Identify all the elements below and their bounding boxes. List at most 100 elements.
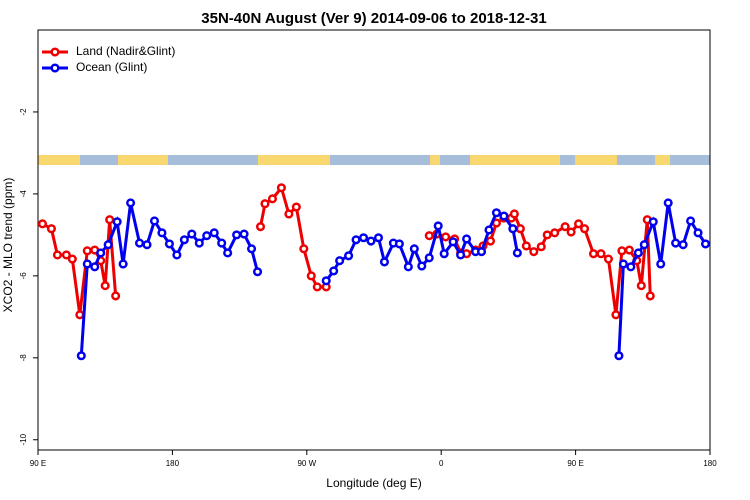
data-point xyxy=(624,245,634,255)
data-point xyxy=(424,253,434,263)
data-point xyxy=(335,256,345,266)
data-point xyxy=(164,239,174,249)
data-point xyxy=(187,229,197,239)
data-point xyxy=(542,230,552,240)
data-point xyxy=(633,248,643,258)
data-point xyxy=(75,310,85,320)
data-point xyxy=(366,236,376,246)
data-point xyxy=(580,224,590,234)
y-axis-label: XCO2 - MLO trend (ppm) xyxy=(1,178,15,313)
y-tick-label: -10 xyxy=(19,433,28,445)
y-tick-label: -2 xyxy=(19,108,28,116)
data-point xyxy=(118,259,128,269)
data-point xyxy=(574,219,584,229)
data-point xyxy=(306,271,316,281)
data-point xyxy=(603,254,614,264)
data-point xyxy=(439,249,449,259)
data-point xyxy=(485,236,496,246)
data-point xyxy=(499,211,509,221)
y-tick-label: -8 xyxy=(19,354,28,362)
data-point xyxy=(209,228,219,238)
series-line xyxy=(41,219,118,315)
data-point xyxy=(52,250,62,260)
data-point xyxy=(566,227,576,237)
data-point xyxy=(394,239,404,249)
y-tick-label: -4 xyxy=(19,190,28,198)
data-point xyxy=(678,240,688,250)
data-point xyxy=(560,222,570,232)
data-point xyxy=(252,267,263,277)
data-point xyxy=(617,246,627,256)
data-point xyxy=(46,224,56,234)
data-point xyxy=(260,199,270,209)
data-point xyxy=(409,244,419,254)
data-point xyxy=(67,254,77,264)
data-point xyxy=(142,240,152,250)
data-point xyxy=(456,250,466,260)
data-point xyxy=(239,229,249,239)
data-point xyxy=(491,208,502,218)
data-point xyxy=(611,310,621,320)
data-point xyxy=(636,281,646,291)
data-point xyxy=(223,248,233,258)
series-line xyxy=(617,202,707,356)
data-point xyxy=(321,276,331,286)
series-line xyxy=(428,210,652,315)
data-point xyxy=(663,198,673,208)
data-point xyxy=(700,239,711,249)
data-point xyxy=(462,234,472,244)
legend-marker xyxy=(50,63,60,73)
data-point xyxy=(639,240,649,250)
data-point xyxy=(536,242,546,252)
data-point xyxy=(329,266,339,276)
legend-label: Land (Nadir&Glint) xyxy=(76,44,175,58)
data-point xyxy=(267,194,278,204)
x-tick-label: 0 xyxy=(439,459,444,468)
plot-frame xyxy=(37,29,711,451)
data-point xyxy=(424,231,434,241)
data-point xyxy=(276,183,286,193)
data-point xyxy=(529,247,539,257)
x-tick-label: 180 xyxy=(703,459,717,468)
data-point xyxy=(403,262,413,272)
data-point xyxy=(172,250,182,260)
data-point xyxy=(111,291,121,301)
data-point xyxy=(512,248,522,258)
data-point xyxy=(105,215,115,225)
data-point xyxy=(588,249,599,259)
data-point xyxy=(417,261,427,271)
data-point xyxy=(90,262,100,272)
legend-marker xyxy=(50,47,60,57)
data-point xyxy=(686,216,696,226)
data-point xyxy=(255,222,266,232)
data-point xyxy=(232,230,242,240)
data-point xyxy=(373,233,384,243)
data-point xyxy=(103,240,113,250)
x-tick-label: 180 xyxy=(166,459,180,468)
data-point xyxy=(448,237,458,247)
chart-title: 35N-40N August (Ver 9) 2014-09-06 to 201… xyxy=(201,10,546,27)
legend-label: Ocean (Glint) xyxy=(76,60,147,74)
data-point xyxy=(521,241,531,251)
data-point xyxy=(82,246,92,256)
data-point xyxy=(648,217,658,227)
x-tick-label: 90 W xyxy=(297,459,316,468)
data-point xyxy=(358,233,369,243)
data-point xyxy=(671,238,681,248)
data-point xyxy=(134,238,145,248)
data-point xyxy=(441,232,451,242)
data-point xyxy=(82,259,92,269)
data-point xyxy=(194,238,204,248)
data-point xyxy=(179,235,189,245)
data-point xyxy=(614,351,624,361)
data-point xyxy=(100,281,110,291)
data-point xyxy=(291,202,301,212)
data-point xyxy=(312,282,322,292)
data-point xyxy=(656,259,666,269)
data-point xyxy=(508,224,518,234)
data-point xyxy=(550,228,560,238)
data-point xyxy=(596,249,606,259)
data-point xyxy=(693,228,703,238)
data-point xyxy=(217,238,227,248)
